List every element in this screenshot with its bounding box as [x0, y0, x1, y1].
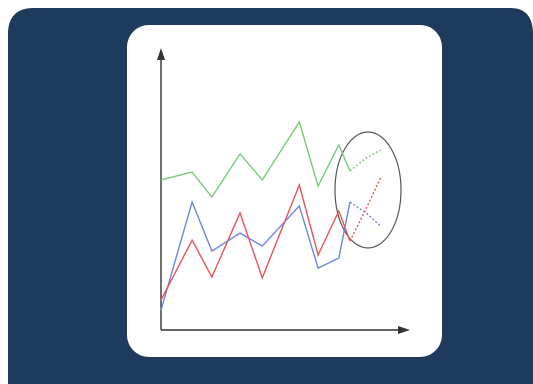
- y-axis-arrow: [157, 48, 165, 60]
- series-line: [160, 199, 351, 311]
- series-line: [160, 182, 351, 301]
- series-line: [160, 120, 351, 199]
- forecast-highlight: [334, 131, 402, 249]
- chart-card: [127, 25, 442, 357]
- forecast-line: [349, 201, 382, 227]
- x-axis-arrow: [398, 326, 410, 334]
- forecast-line: [349, 149, 382, 172]
